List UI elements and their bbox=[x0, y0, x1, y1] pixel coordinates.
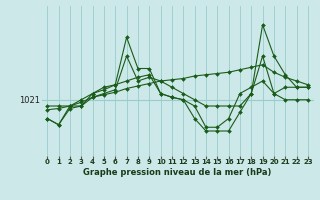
X-axis label: Graphe pression niveau de la mer (hPa): Graphe pression niveau de la mer (hPa) bbox=[84, 168, 272, 177]
